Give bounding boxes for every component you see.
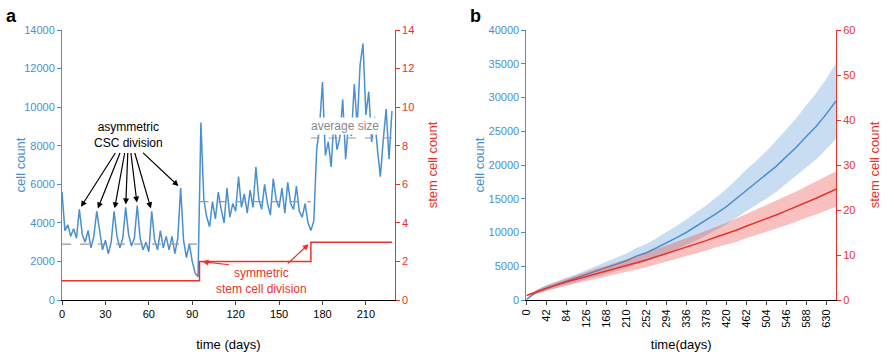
svg-text:378: 378 (700, 309, 712, 327)
svg-text:40000: 40000 (489, 24, 520, 36)
svg-text:20000: 20000 (489, 159, 520, 171)
svg-text:0: 0 (520, 309, 532, 315)
svg-text:90: 90 (186, 308, 198, 320)
svg-text:14000: 14000 (24, 24, 55, 36)
svg-text:126: 126 (580, 309, 592, 327)
svg-text:50: 50 (843, 69, 855, 81)
svg-text:time (days): time (days) (196, 337, 260, 352)
svg-text:20: 20 (843, 204, 855, 216)
svg-text:60: 60 (143, 308, 155, 320)
svg-text:40: 40 (843, 114, 855, 126)
svg-text:42: 42 (540, 309, 552, 321)
svg-text:546: 546 (780, 309, 792, 327)
svg-text:time(days): time(days) (651, 337, 712, 352)
svg-text:2: 2 (402, 255, 408, 267)
svg-text:30: 30 (843, 159, 855, 171)
svg-text:12: 12 (402, 62, 414, 74)
svg-text:30: 30 (99, 308, 111, 320)
svg-text:30000: 30000 (489, 91, 520, 103)
svg-text:120: 120 (226, 308, 244, 320)
svg-text:14: 14 (402, 24, 414, 36)
svg-text:420: 420 (720, 309, 732, 327)
svg-text:2000: 2000 (30, 255, 54, 267)
svg-text:6: 6 (402, 178, 408, 190)
svg-text:35000: 35000 (489, 58, 520, 70)
svg-text:stem cell count: stem cell count (867, 121, 882, 208)
svg-text:84: 84 (560, 309, 572, 321)
svg-text:5000: 5000 (495, 260, 519, 272)
svg-text:8: 8 (402, 140, 408, 152)
svg-text:asymmetricCSC division: asymmetricCSC division (94, 120, 163, 150)
svg-text:a: a (6, 6, 17, 26)
svg-text:15000: 15000 (489, 193, 520, 205)
svg-text:25000: 25000 (489, 125, 520, 137)
svg-text:210: 210 (620, 309, 632, 327)
svg-text:6000: 6000 (30, 178, 54, 190)
svg-text:168: 168 (600, 309, 612, 327)
svg-text:0: 0 (402, 294, 408, 306)
svg-text:symmetricstem cell division: symmetricstem cell division (216, 266, 307, 296)
svg-text:10: 10 (402, 101, 414, 113)
svg-text:10: 10 (843, 249, 855, 261)
svg-text:462: 462 (740, 309, 752, 327)
svg-text:average size: average size (311, 119, 379, 133)
svg-text:cell count: cell count (472, 137, 487, 192)
svg-text:294: 294 (660, 309, 672, 327)
svg-text:0: 0 (843, 294, 849, 306)
svg-text:10000: 10000 (489, 226, 520, 238)
svg-text:588: 588 (800, 309, 812, 327)
svg-text:336: 336 (680, 309, 692, 327)
svg-text:4000: 4000 (30, 217, 54, 229)
svg-text:8000: 8000 (30, 140, 54, 152)
svg-text:0: 0 (59, 308, 65, 320)
svg-text:0: 0 (49, 294, 55, 306)
svg-text:504: 504 (760, 309, 772, 327)
svg-text:4: 4 (402, 217, 408, 229)
svg-text:stem cell count: stem cell count (425, 121, 440, 208)
svg-text:630: 630 (820, 309, 832, 327)
svg-text:252: 252 (640, 309, 652, 327)
svg-text:12000: 12000 (24, 62, 55, 74)
svg-text:210: 210 (357, 308, 375, 320)
svg-text:10000: 10000 (24, 101, 55, 113)
svg-text:180: 180 (313, 308, 331, 320)
svg-text:60: 60 (843, 24, 855, 36)
svg-text:0: 0 (513, 294, 519, 306)
svg-text:b: b (470, 6, 481, 26)
svg-text:150: 150 (270, 308, 288, 320)
svg-text:cell count: cell count (13, 137, 28, 192)
